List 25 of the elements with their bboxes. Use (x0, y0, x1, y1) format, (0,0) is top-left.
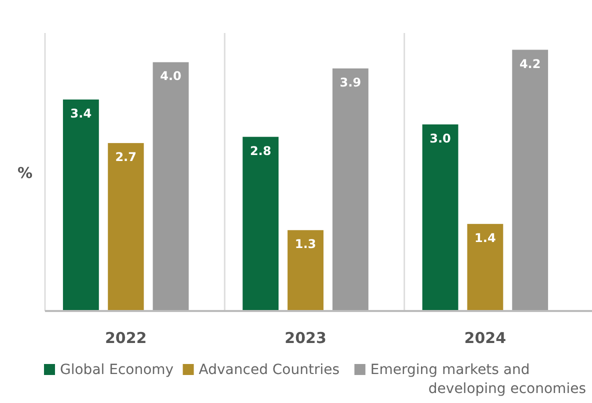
legend-label: Advanced Countries (198, 362, 340, 378)
bar (288, 230, 324, 311)
x-tick-label: 2022 (104, 329, 147, 347)
legend-label: Global Economy (60, 362, 174, 378)
y-axis-title: % (17, 164, 33, 182)
data-label: 3.9 (340, 75, 362, 90)
bar (512, 50, 548, 311)
data-label: 4.2 (519, 56, 541, 71)
data-label: 3.0 (430, 131, 451, 146)
bar (62, 100, 99, 311)
bar (152, 62, 189, 311)
bar (108, 143, 144, 311)
x-tick-label: 2023 (284, 329, 326, 347)
bar (467, 224, 504, 311)
bar (332, 68, 368, 311)
data-label: 3.4 (70, 106, 92, 121)
data-label: 2.8 (250, 144, 272, 158)
data-label: 2.7 (115, 150, 136, 164)
legend-label: Emerging markets and developing economies (370, 362, 586, 397)
data-label: 1.3 (294, 237, 316, 252)
data-label: 4.0 (160, 69, 182, 84)
x-tick-label: 2024 (464, 329, 506, 347)
bar (242, 136, 279, 311)
data-label: 1.4 (474, 230, 496, 245)
bar (422, 124, 458, 311)
